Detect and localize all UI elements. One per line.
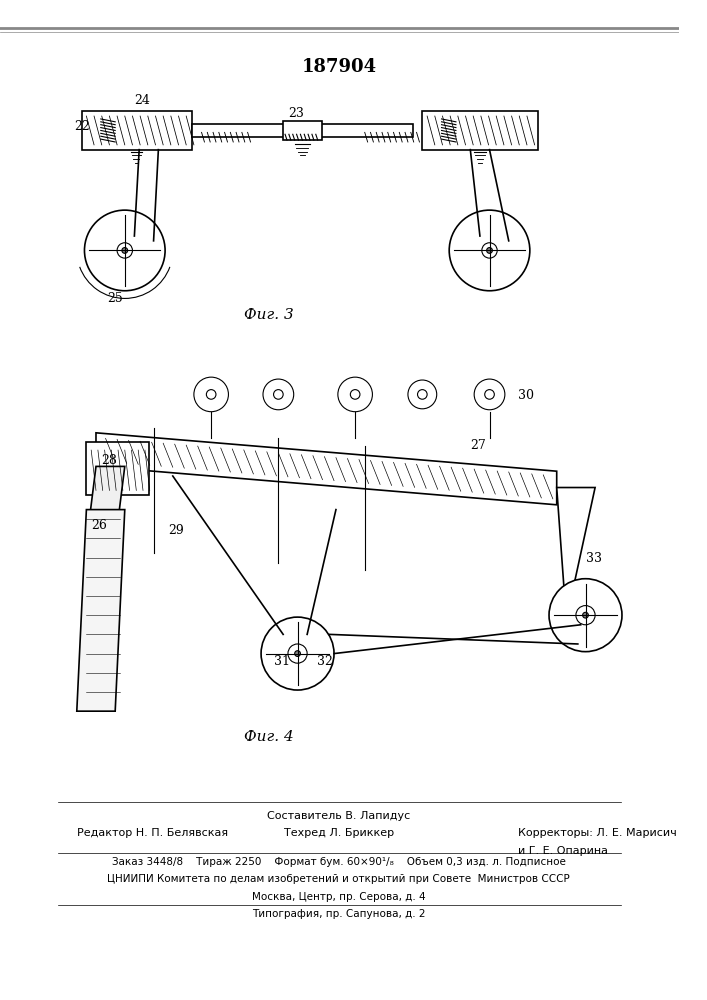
Text: 25: 25 (107, 292, 123, 305)
Circle shape (549, 579, 622, 652)
Text: 30: 30 (518, 389, 534, 402)
Circle shape (418, 390, 427, 399)
Text: Составитель В. Лапидус: Составитель В. Лапидус (267, 811, 411, 821)
Text: 24: 24 (134, 94, 151, 107)
Text: 32: 32 (317, 655, 332, 668)
Circle shape (295, 651, 300, 656)
Text: 23: 23 (288, 107, 304, 120)
Polygon shape (556, 488, 595, 620)
Text: Фиг. 3: Фиг. 3 (244, 308, 293, 322)
Circle shape (84, 210, 165, 291)
Text: Типография, пр. Сапунова, д. 2: Типография, пр. Сапунова, д. 2 (252, 909, 426, 919)
Circle shape (117, 243, 132, 258)
Bar (283, 121, 322, 140)
Bar (81, 111, 192, 150)
Polygon shape (77, 510, 124, 711)
Bar (192, 124, 413, 137)
Bar (422, 111, 537, 150)
Circle shape (449, 210, 530, 291)
Bar (86, 442, 148, 495)
Text: 187904: 187904 (301, 58, 376, 76)
Circle shape (583, 612, 588, 618)
Circle shape (485, 390, 494, 399)
Text: 29: 29 (168, 524, 184, 537)
Circle shape (206, 390, 216, 399)
Text: Техред Л. Бриккер: Техред Л. Бриккер (284, 828, 394, 838)
Circle shape (261, 617, 334, 690)
Text: Корректоры: Л. Е. Марисич: Корректоры: Л. Е. Марисич (518, 828, 677, 838)
Text: Заказ 3448/8    Тираж 2250    Формат бум. 60×90¹/₈    Объем 0,3 изд. л. Подписно: Заказ 3448/8 Тираж 2250 Формат бум. 60×9… (112, 857, 566, 867)
Circle shape (194, 377, 228, 412)
Text: 26: 26 (91, 519, 107, 532)
Text: 27: 27 (470, 439, 486, 452)
Text: Редактор Н. П. Белявская: Редактор Н. П. Белявская (77, 828, 228, 838)
Circle shape (288, 644, 307, 663)
Circle shape (486, 248, 492, 253)
Circle shape (274, 390, 283, 399)
Text: 28: 28 (101, 454, 117, 467)
Circle shape (263, 379, 293, 410)
Text: Москва, Центр, пр. Серова, д. 4: Москва, Центр, пр. Серова, д. 4 (252, 892, 426, 902)
Text: 33: 33 (585, 552, 602, 565)
Text: 31: 31 (274, 655, 290, 668)
Text: Фиг. 4: Фиг. 4 (244, 730, 293, 744)
Circle shape (576, 606, 595, 625)
Circle shape (338, 377, 373, 412)
Polygon shape (86, 466, 124, 543)
Circle shape (122, 248, 128, 253)
Text: ЦНИИПИ Комитета по делам изобретений и открытий при Совете  Министров СССР: ЦНИИПИ Комитета по делам изобретений и о… (107, 874, 571, 884)
Circle shape (474, 379, 505, 410)
Polygon shape (96, 433, 556, 505)
Circle shape (351, 390, 360, 399)
Circle shape (482, 243, 497, 258)
Text: 22: 22 (74, 120, 90, 133)
Text: и Г. Е. Опарина: и Г. Е. Опарина (518, 846, 608, 856)
Circle shape (408, 380, 437, 409)
